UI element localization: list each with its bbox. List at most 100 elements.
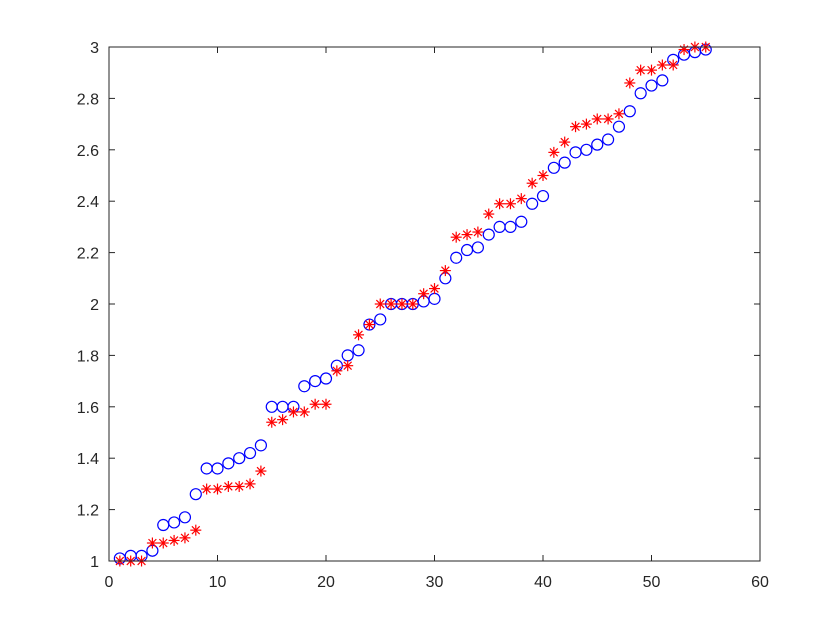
asterisk-marker xyxy=(309,398,321,410)
asterisk-marker xyxy=(222,480,234,492)
asterisk-marker xyxy=(646,64,657,76)
x-tick-label: 60 xyxy=(751,574,769,591)
asterisk-marker xyxy=(429,283,440,295)
y-tick-label: 1.2 xyxy=(77,503,99,520)
y-tick-label: 1.8 xyxy=(77,348,99,365)
circle-marker xyxy=(450,251,463,264)
asterisk-marker xyxy=(287,406,299,418)
circle-marker xyxy=(211,462,224,475)
asterisk-marker xyxy=(450,231,462,243)
asterisk-marker xyxy=(201,483,213,495)
y-tick-label: 2.8 xyxy=(77,91,99,108)
x-tick-label: 20 xyxy=(317,574,335,591)
asterisk-marker xyxy=(667,59,679,71)
asterisk-marker xyxy=(418,288,430,300)
asterisk-marker xyxy=(407,298,419,310)
asterisk-marker xyxy=(266,416,278,428)
y-tick-label: 2 xyxy=(90,297,99,314)
asterisk-marker xyxy=(537,170,549,181)
circle-marker xyxy=(623,105,636,118)
asterisk-marker xyxy=(374,298,386,310)
y-tick-label: 2.6 xyxy=(77,143,99,160)
asterisk-marker xyxy=(396,298,408,310)
circle-marker xyxy=(168,516,181,529)
asterisk-marker xyxy=(580,118,592,130)
circle-marker xyxy=(233,452,246,465)
asterisk-marker xyxy=(494,198,506,210)
asterisk-marker xyxy=(298,406,310,418)
circle-marker xyxy=(189,488,202,501)
asterisk-marker xyxy=(591,113,603,125)
circle-marker xyxy=(601,133,615,146)
series-asterisks xyxy=(114,41,712,567)
y-tick-label: 1.6 xyxy=(77,400,99,417)
circle-marker xyxy=(178,511,192,524)
asterisk-marker xyxy=(515,193,527,205)
asterisk-marker xyxy=(483,208,495,220)
asterisk-marker xyxy=(190,524,202,536)
circle-marker xyxy=(352,344,365,357)
circle-marker xyxy=(254,439,267,452)
asterisk-marker xyxy=(504,198,516,210)
asterisk-marker xyxy=(526,177,538,189)
asterisk-marker xyxy=(157,537,169,549)
asterisk-marker xyxy=(385,298,397,310)
x-tick-label: 0 xyxy=(105,574,114,591)
circle-marker xyxy=(591,138,604,151)
asterisk-marker xyxy=(255,465,267,477)
circle-marker xyxy=(580,143,593,156)
asterisk-marker xyxy=(233,480,245,492)
x-tick-label: 30 xyxy=(426,574,444,591)
asterisk-marker xyxy=(613,108,625,120)
y-tick-label: 2.2 xyxy=(77,246,99,263)
circle-marker xyxy=(222,457,235,470)
y-tick-label: 1.4 xyxy=(77,451,99,468)
asterisk-marker xyxy=(461,229,473,241)
circle-marker xyxy=(243,446,257,460)
circle-marker xyxy=(482,228,495,241)
circle-marker xyxy=(634,87,647,100)
asterisk-marker xyxy=(559,136,571,148)
circle-marker xyxy=(536,189,550,203)
asterisk-marker xyxy=(656,59,668,71)
x-tick-label: 10 xyxy=(209,574,227,591)
marks-layer xyxy=(113,41,712,567)
x-tick-label: 50 xyxy=(643,574,661,591)
y-tick-label: 1 xyxy=(90,554,99,571)
y-tick-label: 2.4 xyxy=(77,194,99,211)
circle-marker xyxy=(656,74,669,87)
asterisk-marker xyxy=(331,365,343,377)
asterisk-marker xyxy=(439,265,451,277)
circle-marker xyxy=(645,79,658,92)
circle-marker xyxy=(515,215,528,228)
asterisk-marker xyxy=(212,483,223,495)
circle-marker xyxy=(547,161,560,174)
asterisk-marker xyxy=(179,532,191,544)
asterisk-marker xyxy=(244,478,256,490)
asterisk-marker xyxy=(363,319,375,331)
circle-marker xyxy=(471,241,484,254)
circle-marker xyxy=(558,156,571,169)
circle-marker xyxy=(374,313,387,326)
asterisk-marker xyxy=(602,113,614,125)
asterisk-marker xyxy=(168,534,180,546)
circle-marker xyxy=(526,197,539,210)
asterisk-marker xyxy=(320,398,332,410)
circle-marker xyxy=(504,220,517,233)
circle-marker xyxy=(298,380,311,393)
asterisk-marker xyxy=(635,64,647,76)
asterisk-marker xyxy=(678,44,690,56)
asterisk-marker xyxy=(472,226,484,238)
asterisk-marker xyxy=(353,329,365,341)
y-tick-label: 3 xyxy=(90,40,99,57)
asterisk-marker xyxy=(146,537,158,549)
x-tick-label: 40 xyxy=(534,574,552,591)
asterisk-marker xyxy=(277,414,289,426)
asterisk-marker xyxy=(548,146,560,158)
asterisk-marker xyxy=(624,77,636,89)
asterisk-marker xyxy=(342,360,354,372)
asterisk-marker xyxy=(570,121,582,133)
circle-marker xyxy=(319,372,333,385)
ticks-layer: 0 10 20 30 40 50 60 1 1.2 1.4 1.6 1.8 2 2.2 2.4 2.6 2.8 3 xyxy=(77,40,769,591)
